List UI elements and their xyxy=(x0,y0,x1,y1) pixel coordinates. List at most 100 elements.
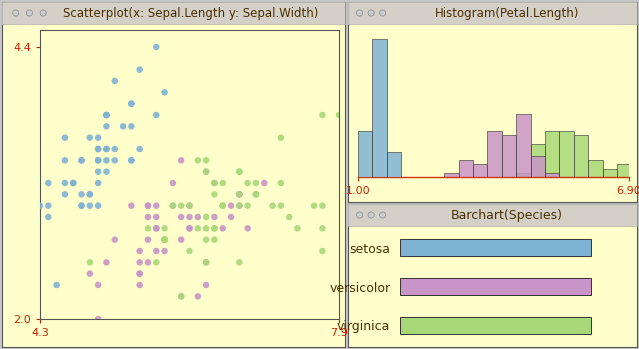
Point xyxy=(93,135,104,140)
Point xyxy=(243,225,253,231)
Bar xyxy=(530,143,545,177)
Point xyxy=(176,237,187,243)
Point xyxy=(35,203,45,208)
Ellipse shape xyxy=(368,10,374,16)
Point xyxy=(93,157,104,163)
Point xyxy=(185,203,195,208)
Point xyxy=(251,192,261,197)
Point xyxy=(318,225,328,231)
Point xyxy=(218,203,228,208)
Point xyxy=(235,192,245,197)
Point xyxy=(235,203,245,208)
Text: Histogram(Petal.Length): Histogram(Petal.Length) xyxy=(435,7,579,20)
Point xyxy=(143,260,153,265)
Point xyxy=(201,169,212,174)
Point xyxy=(201,225,212,231)
Point xyxy=(93,157,104,163)
Point xyxy=(151,260,162,265)
Point xyxy=(135,271,145,276)
Text: Scatterplot(x: Sepal.Length y: Sepal.Width): Scatterplot(x: Sepal.Length y: Sepal.Wid… xyxy=(63,7,318,20)
Point xyxy=(85,260,95,265)
Point xyxy=(151,112,162,118)
Point xyxy=(160,225,170,231)
Point xyxy=(102,146,112,152)
Point xyxy=(235,260,245,265)
Point xyxy=(176,294,187,299)
Point xyxy=(243,203,253,208)
Point xyxy=(168,203,178,208)
Point xyxy=(143,214,153,220)
Bar xyxy=(559,131,574,177)
Point xyxy=(85,192,95,197)
Point xyxy=(168,180,178,186)
Point xyxy=(43,180,54,186)
Point xyxy=(160,237,170,243)
Point xyxy=(93,180,104,186)
Point xyxy=(201,282,212,288)
Point xyxy=(102,157,112,163)
Point xyxy=(235,169,245,174)
Bar xyxy=(516,173,530,177)
Point xyxy=(43,203,54,208)
Bar xyxy=(473,164,488,177)
Point xyxy=(143,203,153,208)
Point xyxy=(102,112,112,118)
Point xyxy=(127,124,137,129)
Point xyxy=(135,260,145,265)
Ellipse shape xyxy=(26,10,33,16)
Point xyxy=(68,180,79,186)
Point xyxy=(127,101,137,106)
Ellipse shape xyxy=(357,10,363,16)
Point xyxy=(251,180,261,186)
Point xyxy=(318,248,328,254)
Point xyxy=(218,180,228,186)
Point xyxy=(135,271,145,276)
Bar xyxy=(358,131,373,177)
Point xyxy=(293,225,303,231)
Point xyxy=(127,157,137,163)
Ellipse shape xyxy=(380,10,386,16)
Point xyxy=(259,180,270,186)
Point xyxy=(235,192,245,197)
Point xyxy=(60,135,70,140)
Point xyxy=(185,214,195,220)
Bar xyxy=(588,160,603,177)
Point xyxy=(77,203,87,208)
Point xyxy=(77,157,87,163)
Bar xyxy=(488,131,502,177)
Point xyxy=(243,180,253,186)
Point xyxy=(77,192,87,197)
Point xyxy=(102,260,112,265)
Point xyxy=(102,112,112,118)
Point xyxy=(193,157,203,163)
Bar xyxy=(617,164,631,177)
Bar xyxy=(373,39,387,177)
Point xyxy=(135,146,145,152)
Point xyxy=(276,180,286,186)
Point xyxy=(151,225,162,231)
Ellipse shape xyxy=(40,10,46,16)
Ellipse shape xyxy=(380,212,386,218)
Point xyxy=(201,260,212,265)
Point xyxy=(235,192,245,197)
Point xyxy=(110,157,120,163)
Bar xyxy=(400,317,591,334)
Point xyxy=(201,157,212,163)
Point xyxy=(210,180,220,186)
Point xyxy=(210,192,220,197)
Point xyxy=(93,282,104,288)
Bar xyxy=(603,169,617,177)
Point xyxy=(160,237,170,243)
Point xyxy=(210,225,220,231)
Point xyxy=(135,67,145,73)
Point xyxy=(268,203,278,208)
Point xyxy=(118,124,128,129)
Ellipse shape xyxy=(13,10,19,16)
Point xyxy=(235,169,245,174)
Point xyxy=(284,214,295,220)
Point xyxy=(143,225,153,231)
Point xyxy=(102,112,112,118)
Point xyxy=(201,169,212,174)
Point xyxy=(85,203,95,208)
Point xyxy=(160,90,170,95)
